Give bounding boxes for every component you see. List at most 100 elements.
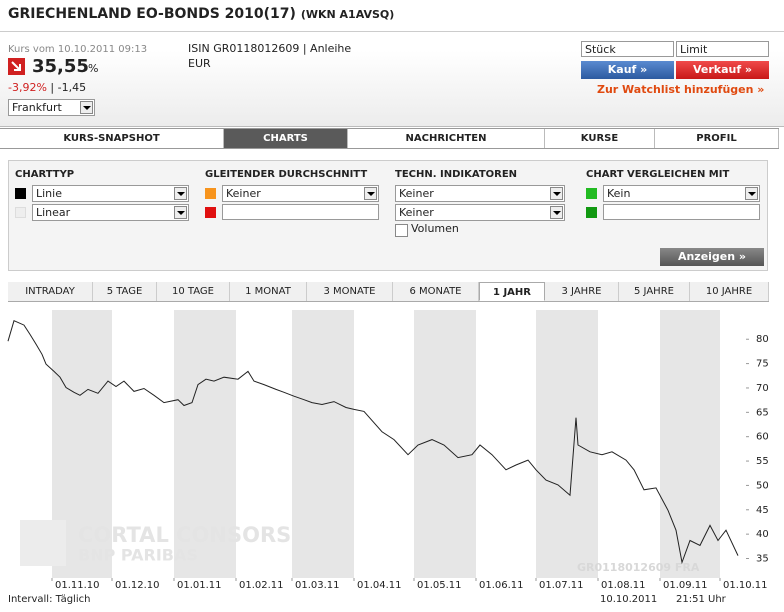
select-value: Keiner bbox=[226, 187, 261, 200]
period-tab[interactable]: 6 MONATE bbox=[393, 282, 479, 301]
period-tab[interactable]: 5 TAGE bbox=[93, 282, 157, 301]
price-line bbox=[7, 320, 739, 565]
dropdown-arrow bbox=[174, 206, 187, 219]
select[interactable]: Linie bbox=[32, 185, 189, 202]
x-tick-label: 01.02.11 bbox=[239, 580, 284, 591]
select-value: Keiner bbox=[399, 187, 434, 200]
buy-button[interactable]: Kauf » bbox=[581, 61, 674, 79]
footer-time: 21:51 Uhr bbox=[676, 594, 726, 605]
x-tick-label: 01.03.11 bbox=[295, 580, 340, 591]
tab[interactable]: KURSE bbox=[545, 129, 655, 148]
wkn: (WKN A1AVSQ) bbox=[300, 8, 395, 21]
divider bbox=[0, 31, 784, 32]
x-tick-label: 01.11.10 bbox=[55, 580, 100, 591]
select-value: Linie bbox=[36, 187, 62, 200]
exchange: Frankfurt bbox=[12, 101, 62, 114]
text-input[interactable] bbox=[603, 204, 760, 220]
y-tick-label: 65 bbox=[756, 407, 769, 418]
tab[interactable]: NACHRICHTEN bbox=[348, 129, 545, 148]
dropdown-arrow bbox=[364, 187, 377, 200]
y-tick-label: 75 bbox=[756, 359, 769, 370]
separator: | bbox=[50, 81, 55, 94]
quantity-input[interactable]: Stück bbox=[581, 41, 674, 57]
period-tab[interactable]: 10 JAHRE bbox=[690, 282, 769, 301]
arrow bbox=[11, 61, 21, 71]
title-text: GRIECHENLAND EO-BONDS 2010(17) bbox=[8, 6, 296, 22]
change-row: -3,92% | -1,45 bbox=[8, 81, 86, 94]
checkbox[interactable] bbox=[395, 224, 408, 237]
select[interactable]: Keiner bbox=[222, 185, 379, 202]
month-band bbox=[174, 310, 236, 578]
settings-panel: CHARTTYP Linie Linear GLEITENDER DURCHSCHNI… bbox=[8, 160, 768, 271]
setting-label: GLEITENDER DURCHSCHNITT bbox=[205, 169, 368, 180]
y-tick-label: 40 bbox=[756, 529, 769, 540]
header-area: GRIECHENLAND EO-BONDS 2010(17) (WKN A1AV… bbox=[0, 0, 784, 127]
select[interactable]: Keiner bbox=[395, 204, 565, 221]
exchange-select[interactable]: Frankfurt bbox=[8, 99, 95, 116]
footer-date: 10.10.2011 bbox=[600, 594, 658, 605]
y-tick-label: 55 bbox=[756, 456, 769, 467]
dropdown-arrow bbox=[550, 206, 563, 219]
y-tick-label: 35 bbox=[756, 554, 769, 565]
x-tick-label: 01.05.11 bbox=[417, 580, 462, 591]
month-band bbox=[414, 310, 476, 578]
period-tab[interactable]: INTRADAY bbox=[8, 282, 93, 301]
tab[interactable]: PROFIL bbox=[655, 129, 779, 148]
limit-input[interactable]: Limit bbox=[676, 41, 769, 57]
change: -1,45 bbox=[57, 81, 87, 94]
annotation: GR0118012609 FRA bbox=[577, 561, 700, 574]
period-tab[interactable]: 1 JAHR bbox=[479, 282, 545, 301]
y-tick-label: 80 bbox=[756, 334, 769, 345]
watermark-sub: BNP PARIBAS bbox=[78, 546, 198, 565]
title: GRIECHENLAND EO-BONDS 2010(17) (WKN A1AV… bbox=[8, 6, 394, 22]
tab[interactable]: KURS-SNAPSHOT bbox=[0, 129, 224, 148]
dropdown-arrow bbox=[745, 187, 758, 200]
submit-button[interactable]: Anzeigen » bbox=[660, 248, 764, 266]
x-tick-label: 01.09.11 bbox=[663, 580, 708, 591]
setting-label: CHART VERGLEICHEN MIT bbox=[586, 169, 730, 180]
select-value: Keiner bbox=[399, 206, 434, 219]
color-swatch bbox=[205, 188, 216, 199]
watermark: CORTAL CONSORS bbox=[78, 523, 291, 547]
period-tab[interactable]: 5 JAHRE bbox=[619, 282, 690, 301]
chart: 01.11.10 01.12.10 01.01.11 01.02.11 01.03.11… bbox=[7, 310, 769, 591]
change-pct: -3,92% bbox=[8, 81, 47, 94]
x-tick-label: 01.06.11 bbox=[479, 580, 524, 591]
x-tick-label: 01.08.11 bbox=[601, 580, 646, 591]
period-tab[interactable]: 10 TAGE bbox=[157, 282, 230, 301]
select[interactable]: Kein bbox=[603, 185, 760, 202]
color-swatch bbox=[586, 188, 597, 199]
x-tick-label: 01.10.11 bbox=[723, 580, 768, 591]
x-tick-label: 01.12.10 bbox=[115, 580, 160, 591]
select[interactable]: Linear bbox=[32, 204, 189, 221]
period-tab[interactable]: 3 JAHRE bbox=[545, 282, 619, 301]
select[interactable]: Keiner bbox=[395, 185, 565, 202]
tab-bar: KURS-SNAPSHOT CHARTS NACHRICHTEN KURSE PROFI… bbox=[0, 128, 779, 149]
watermark-logo bbox=[20, 520, 66, 566]
period-tab[interactable]: 1 MONAT bbox=[230, 282, 307, 301]
dropdown-arrow bbox=[80, 101, 93, 114]
x-tick-label: 01.04.11 bbox=[357, 580, 402, 591]
sell-button[interactable]: Verkauf » bbox=[676, 61, 769, 79]
select-value: Kein bbox=[607, 187, 631, 200]
color-swatch bbox=[205, 207, 216, 218]
watchlist-link[interactable]: Zur Watchlist hinzufügen » bbox=[597, 83, 765, 96]
tab[interactable]: CHARTS bbox=[224, 129, 348, 148]
color-swatch bbox=[15, 207, 26, 218]
x-tick-label: 01.01.11 bbox=[177, 580, 222, 591]
text-input[interactable] bbox=[222, 204, 379, 220]
down-icon bbox=[8, 58, 25, 75]
y-tick-label: 70 bbox=[756, 383, 769, 394]
isin: ISIN GR0118012609 | Anleihe bbox=[188, 42, 352, 55]
price: 35,55 bbox=[32, 56, 89, 77]
period-bar: INTRADAY 5 TAGE 10 TAGE 1 MONAT 3 MONATE 6 MO… bbox=[8, 282, 769, 302]
price-unit: % bbox=[88, 62, 99, 75]
period-tab[interactable]: 3 MONATE bbox=[307, 282, 393, 301]
x-tick-label: 01.07.11 bbox=[539, 580, 584, 591]
quote-time: Kurs vom 10.10.2011 09:13 bbox=[8, 44, 148, 55]
color-swatch bbox=[586, 207, 597, 218]
month-band bbox=[292, 310, 354, 578]
setting-label: TECHN. INDIKATOREN bbox=[395, 169, 518, 180]
dropdown-arrow bbox=[550, 187, 563, 200]
